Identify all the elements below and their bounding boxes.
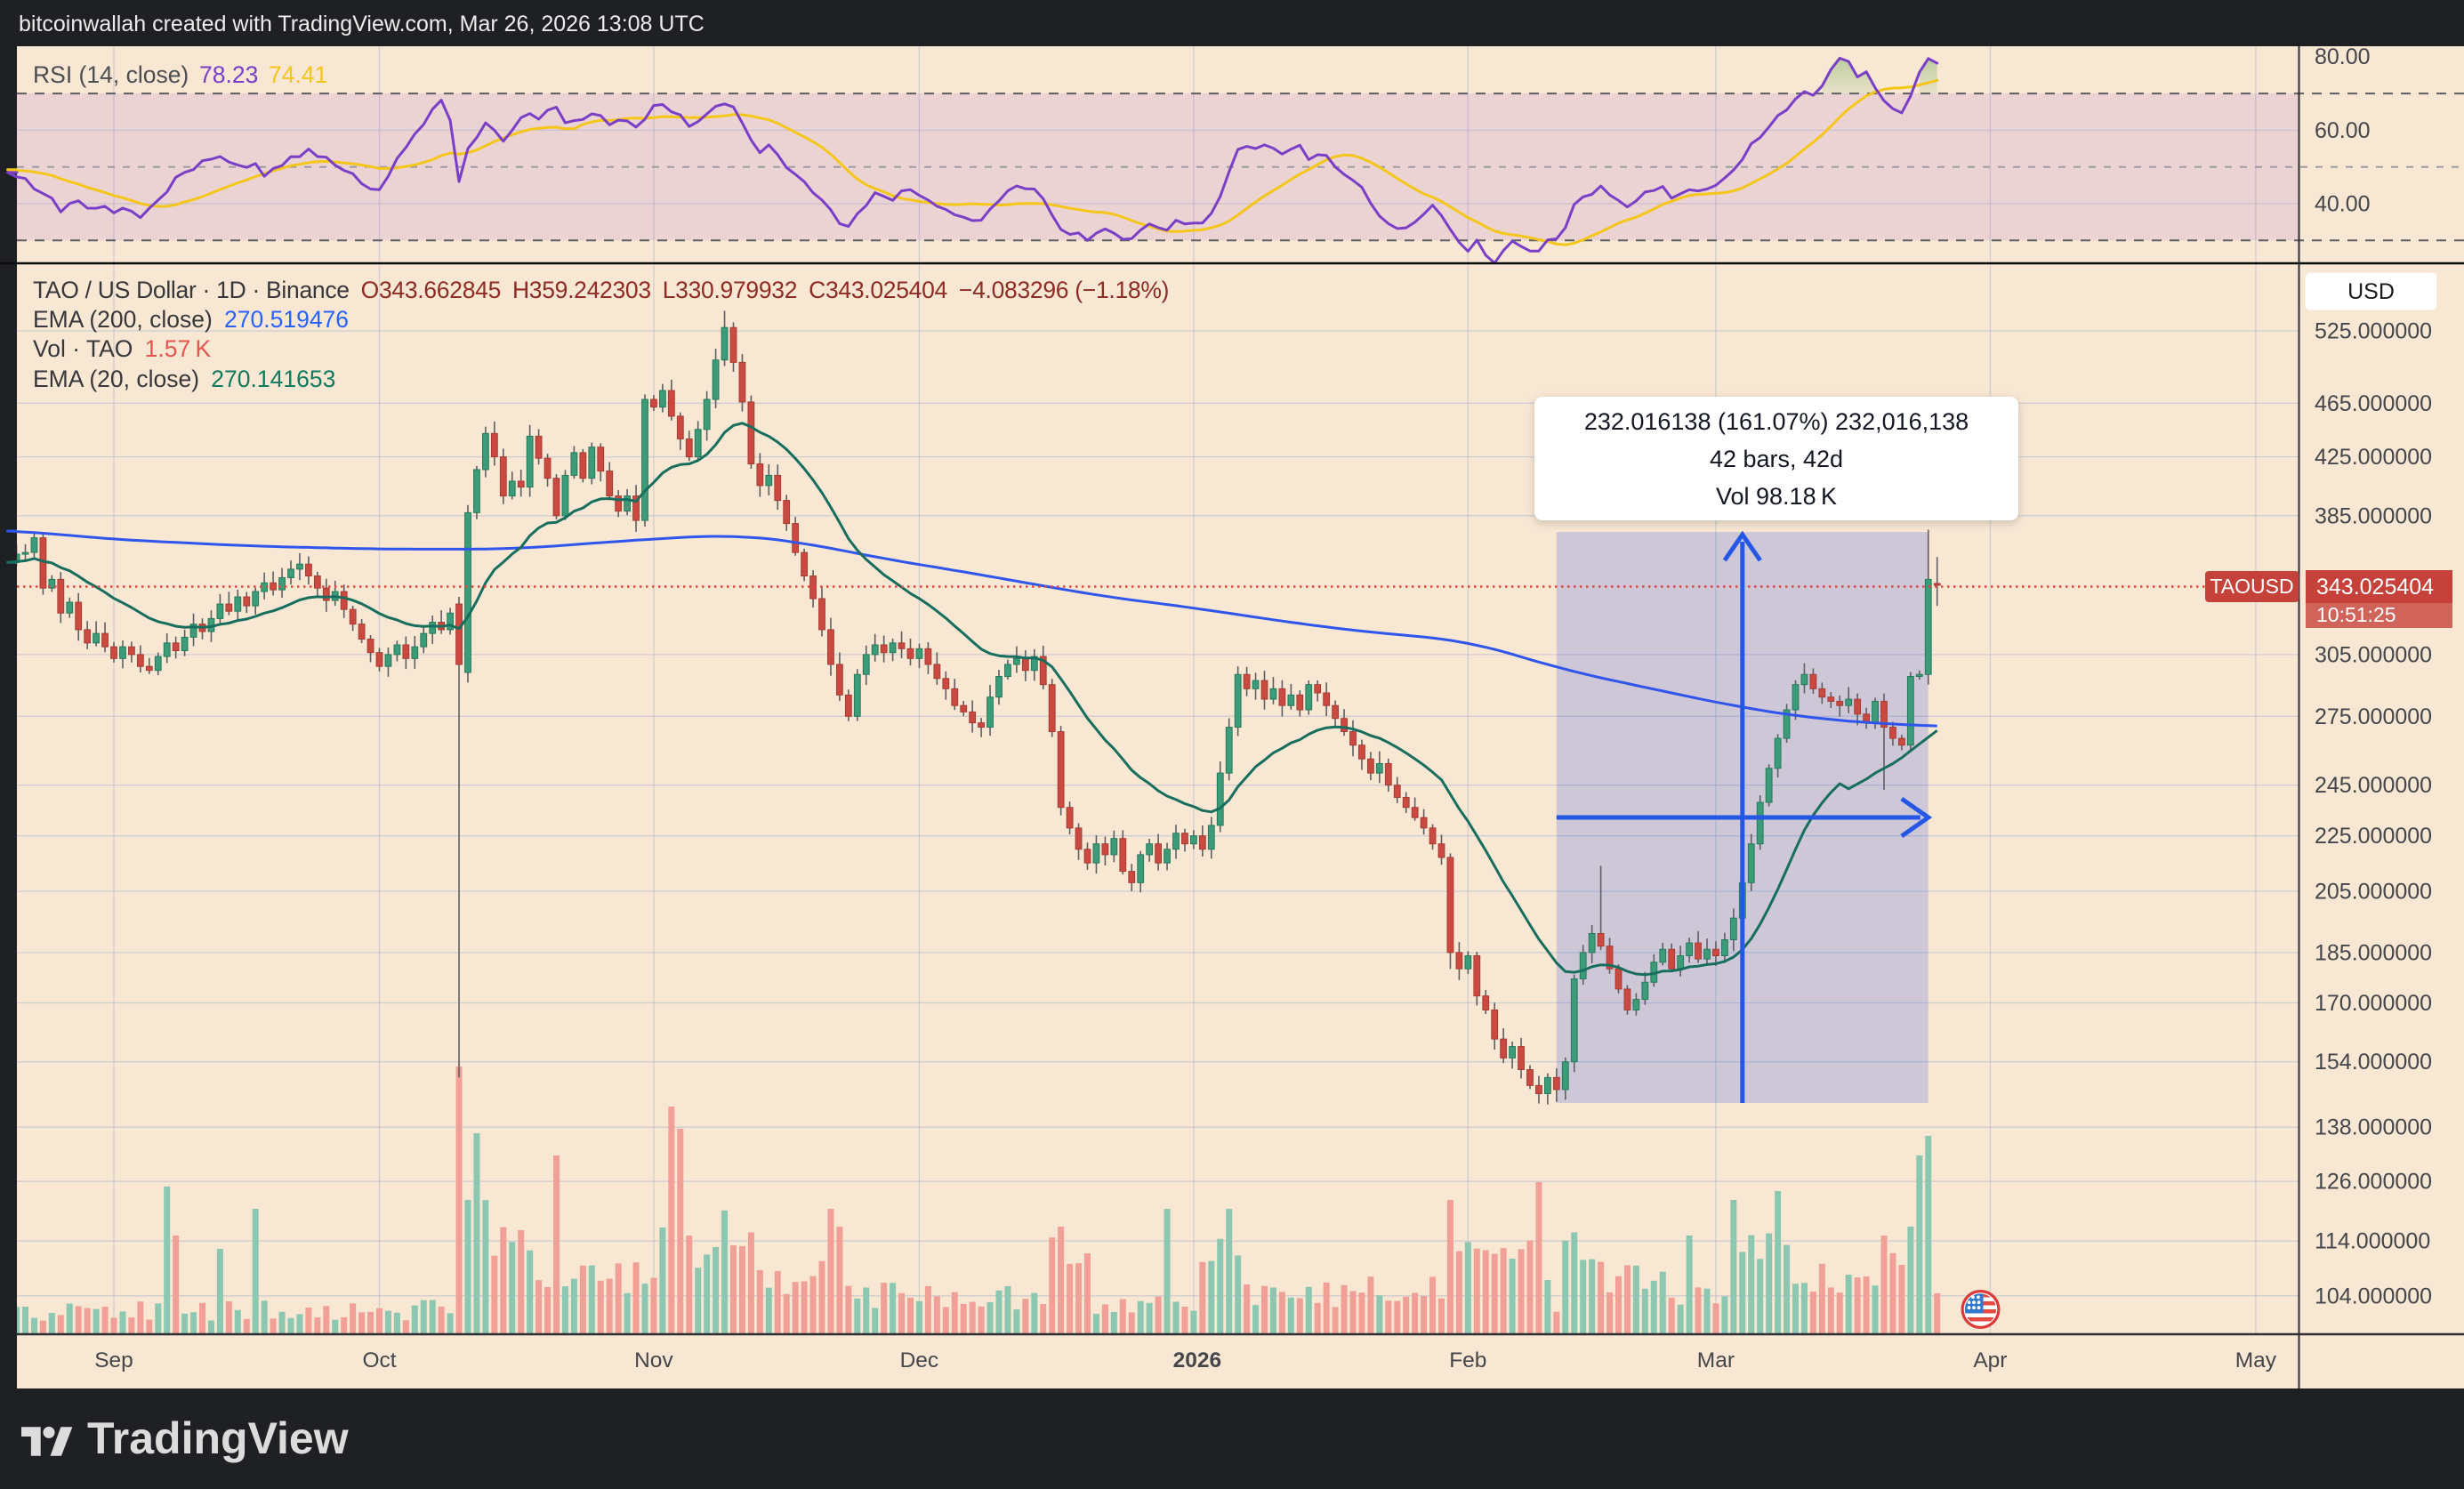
svg-text:Sep: Sep	[94, 1348, 133, 1372]
svg-text:2026: 2026	[1173, 1348, 1222, 1372]
svg-text:TAO / US Dollar · 1D · Binance: TAO / US Dollar · 1D · Binance O343.6628…	[33, 277, 1169, 303]
svg-text:bitcoinwallah created with Tra: bitcoinwallah created with TradingView.c…	[19, 12, 705, 36]
svg-text:USD: USD	[2347, 279, 2395, 304]
svg-text:Nov: Nov	[634, 1348, 673, 1372]
svg-text:225.000000: 225.000000	[2315, 824, 2432, 849]
svg-text:Apr: Apr	[1973, 1348, 2007, 1372]
svg-text:425.000000: 425.000000	[2315, 445, 2432, 470]
svg-text:170.000000: 170.000000	[2315, 991, 2432, 1016]
svg-text:Vol 98.18 K: Vol 98.18 K	[1716, 483, 1837, 510]
svg-text:205.000000: 205.000000	[2315, 880, 2432, 905]
svg-text:42 bars, 42d: 42 bars, 42d	[1710, 446, 1843, 472]
svg-text:Mar: Mar	[1697, 1348, 1735, 1372]
svg-text:126.000000: 126.000000	[2315, 1170, 2432, 1195]
svg-text:275.000000: 275.000000	[2315, 704, 2432, 729]
svg-text:Feb: Feb	[1449, 1348, 1486, 1372]
svg-text:525.000000: 525.000000	[2315, 319, 2432, 344]
svg-text:138.000000: 138.000000	[2315, 1115, 2432, 1140]
svg-text:80.00: 80.00	[2315, 44, 2371, 69]
svg-text:154.000000: 154.000000	[2315, 1050, 2432, 1074]
svg-text:74.41: 74.41	[269, 61, 327, 88]
svg-text:10:51:25: 10:51:25	[2316, 603, 2396, 626]
svg-text:TAOUSD: TAOUSD	[2210, 575, 2293, 598]
svg-text:465.000000: 465.000000	[2315, 391, 2432, 416]
svg-text:114.000000: 114.000000	[2315, 1229, 2430, 1254]
svg-text:40.00: 40.00	[2315, 192, 2371, 217]
svg-text:60.00: 60.00	[2315, 118, 2371, 143]
svg-text:78.23: 78.23	[199, 61, 258, 88]
svg-text:Oct: Oct	[362, 1348, 396, 1372]
svg-text:245.000000: 245.000000	[2315, 773, 2432, 798]
svg-text:RSI (14, close): RSI (14, close)	[33, 61, 189, 88]
svg-text:EMA (200, close) 270.519476: EMA (200, close) 270.519476	[33, 306, 349, 333]
svg-text:Dec: Dec	[900, 1348, 939, 1372]
svg-text:Vol · TAO 1.57 K: Vol · TAO 1.57 K	[33, 335, 212, 362]
svg-text:EMA (20, close) 270.141653: EMA (20, close) 270.141653	[33, 366, 335, 392]
svg-text:343.025404: 343.025404	[2316, 575, 2434, 600]
svg-text:May: May	[2235, 1348, 2277, 1372]
svg-text:104.000000: 104.000000	[2315, 1284, 2432, 1308]
svg-text:385.000000: 385.000000	[2315, 503, 2432, 528]
svg-text:305.000000: 305.000000	[2315, 642, 2432, 667]
svg-text:TradingView: TradingView	[87, 1413, 349, 1463]
svg-text:232.016138 (161.07%) 232,016,1: 232.016138 (161.07%) 232,016,138	[1584, 408, 1969, 435]
svg-text:185.000000: 185.000000	[2315, 940, 2432, 965]
